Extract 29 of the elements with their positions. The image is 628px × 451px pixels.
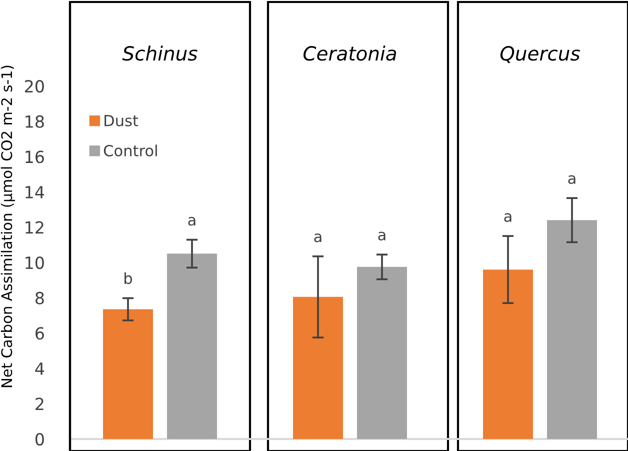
y-tick-label: 8: [36, 292, 44, 304]
bar: [547, 220, 597, 439]
annotation: a: [378, 232, 386, 240]
y-tick-label: 10: [26, 256, 44, 270]
annotation: a: [188, 216, 196, 226]
bar: [483, 270, 533, 439]
bar: [357, 266, 407, 439]
y-tick-label: 20: [25, 80, 44, 93]
y-axis-title: Net Carbon Assimilation (µmol CO2 m-2 s-1): [0, 66, 15, 388]
annotation: a: [504, 213, 512, 222]
legend-label: Dust: [104, 115, 138, 126]
y-tick-label: 18: [26, 115, 44, 128]
annotation: a: [314, 233, 322, 242]
x-tick-label: Ceratonia: [304, 46, 396, 61]
x-tick-label: Schinus: [122, 46, 198, 61]
bar: [103, 309, 153, 439]
y-tick-label: 2: [36, 398, 44, 410]
bar: [293, 296, 343, 439]
y-tick-label: 16: [26, 150, 44, 164]
annotation: a: [568, 175, 576, 184]
y-tick-label: 4: [35, 362, 44, 375]
y-tick-label: 12: [26, 221, 44, 234]
y-tick-label: 6: [36, 327, 44, 340]
legend-label: Control: [104, 144, 157, 156]
annotation: b: [124, 272, 132, 284]
bar: [167, 254, 217, 439]
y-tick-label: 0: [35, 432, 44, 446]
y-tick-label: 14: [26, 186, 44, 198]
x-tick-label: Quercus: [500, 46, 580, 63]
